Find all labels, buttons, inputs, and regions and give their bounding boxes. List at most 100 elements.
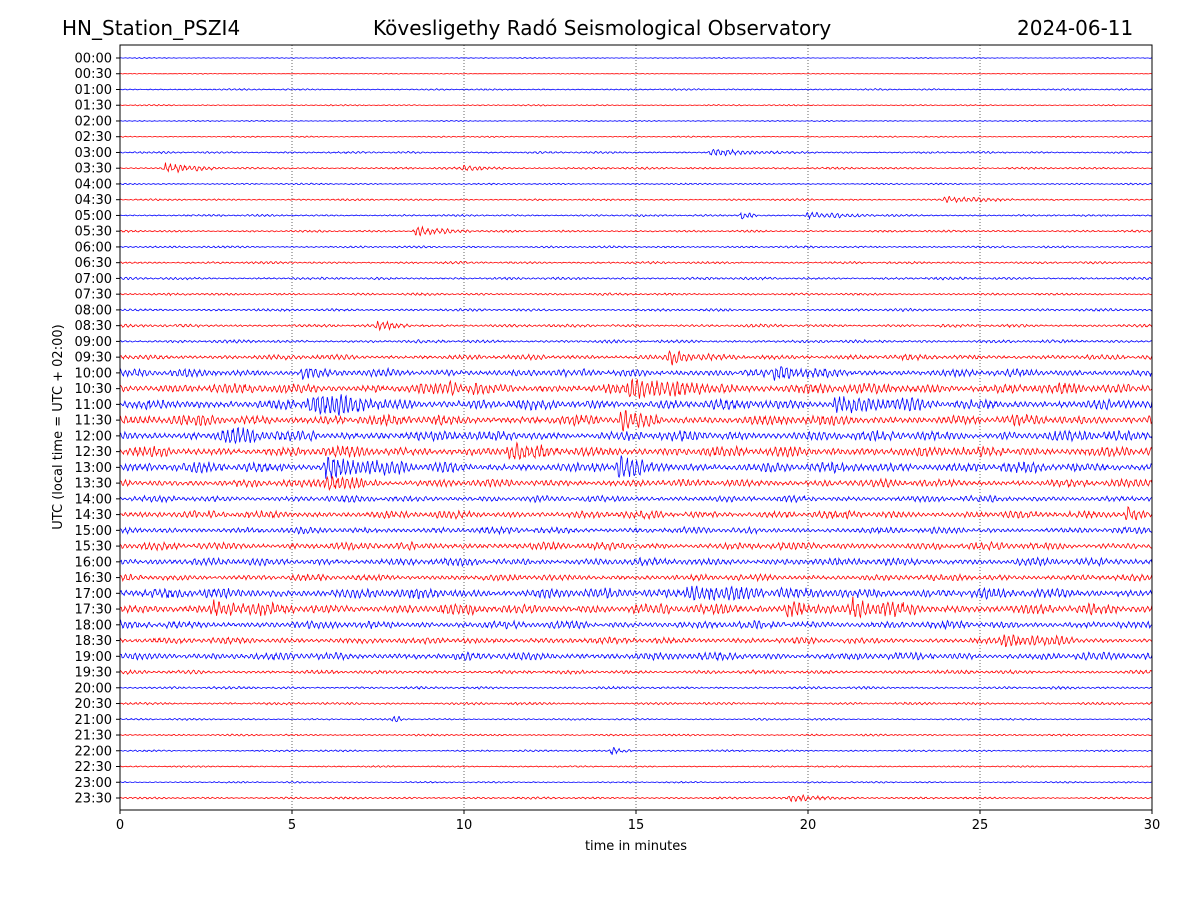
trace-2000 — [119, 685, 1152, 691]
x-tick-label: 25 — [972, 818, 989, 833]
trace-1900 — [119, 651, 1153, 662]
trace-1000 — [119, 366, 1153, 381]
y-tick-label: 01:00 — [75, 83, 112, 98]
y-tick-label: 08:00 — [75, 303, 112, 318]
y-tick-label: 12:00 — [75, 429, 112, 444]
plot-frame — [119, 44, 1153, 811]
trace-1430 — [119, 506, 1153, 521]
y-tick-label: 04:00 — [75, 177, 112, 192]
y-tick-label: 14:30 — [75, 508, 112, 523]
y-tick-label: 20:00 — [75, 681, 112, 696]
x-tick-label: 10 — [456, 818, 473, 833]
y-tick-label: 13:30 — [75, 477, 112, 492]
y-tick-label: 05:30 — [75, 225, 112, 240]
trace-1630 — [119, 572, 1153, 583]
trace-0030 — [120, 72, 1152, 75]
trace-1130 — [119, 410, 1153, 432]
trace-1600 — [119, 556, 1153, 568]
y-tick-label: 15:30 — [75, 540, 112, 555]
trace-0700 — [119, 276, 1152, 281]
trace-2200 — [120, 747, 1152, 755]
trace-0330 — [120, 162, 1153, 174]
y-tick-label: 18:00 — [75, 618, 112, 633]
trace-0000 — [119, 57, 1152, 59]
y-tick-label: 01:30 — [75, 99, 112, 114]
y-tick-label: 12:30 — [75, 445, 112, 460]
trace-1230 — [119, 441, 1153, 461]
y-tick-label: 19:00 — [75, 650, 112, 665]
y-tick-label: 04:30 — [75, 193, 112, 208]
y-tick-label: 22:30 — [75, 760, 112, 775]
trace-1830 — [119, 634, 1153, 648]
y-tick-label: 17:00 — [75, 587, 112, 602]
trace-1200 — [119, 426, 1153, 445]
y-tick-label: 00:00 — [75, 52, 112, 67]
trace-2330 — [119, 793, 1153, 803]
trace-0430 — [119, 195, 1153, 204]
trace-0730 — [119, 292, 1152, 297]
y-tick-label: 03:30 — [75, 162, 112, 177]
trace-1300 — [119, 455, 1153, 479]
y-tick-label: 23:30 — [75, 792, 112, 807]
y-tick-label: 17:30 — [75, 603, 112, 618]
date-title: 2024-06-11 — [1017, 16, 1134, 40]
trace-0500 — [120, 211, 1152, 220]
y-tick-label: 07:30 — [75, 288, 112, 303]
y-tick-label: 19:30 — [75, 666, 112, 681]
y-tick-label: 08:30 — [75, 319, 112, 334]
trace-0530 — [119, 225, 1152, 237]
trace-1730 — [119, 596, 1153, 619]
trace-0830 — [119, 320, 1153, 332]
y-tick-label: 06:30 — [75, 256, 112, 271]
y-tick-label: 02:30 — [75, 130, 112, 145]
y-tick-label: 13:00 — [75, 461, 112, 476]
station-title: HN_Station_PSZI4 — [62, 16, 241, 40]
trace-0100 — [120, 88, 1152, 91]
y-tick-label: 22:00 — [75, 744, 112, 759]
x-tick-label: 30 — [1144, 818, 1161, 833]
trace-1700 — [119, 585, 1153, 602]
trace-1400 — [119, 494, 1153, 504]
trace-1030 — [119, 378, 1153, 399]
y-tick-label: 02:00 — [75, 114, 112, 129]
y-tick-label: 09:30 — [75, 351, 112, 366]
trace-0930 — [119, 350, 1153, 366]
y-tick-label: 21:30 — [75, 729, 112, 744]
y-tick-label: 10:00 — [75, 366, 112, 381]
y-tick-label: 07:00 — [75, 272, 112, 287]
y-tick-label: 03:00 — [75, 146, 112, 161]
trace-1500 — [119, 525, 1153, 536]
trace-2030 — [119, 701, 1153, 706]
y-tick-label: 18:30 — [75, 634, 112, 649]
x-tick-label: 5 — [288, 818, 296, 833]
x-axis-label: time in minutes — [585, 839, 687, 854]
y-tick-label: 06:00 — [75, 240, 112, 255]
y-axis-label: UTC (local time = UTC + 02:00) — [51, 324, 66, 529]
trace-0230 — [119, 135, 1152, 138]
trace-0630 — [119, 260, 1152, 265]
y-tick-label: 05:00 — [75, 209, 112, 224]
trace-0900 — [119, 338, 1152, 344]
trace-2130 — [119, 733, 1152, 737]
trace-2300 — [120, 780, 1152, 784]
trace-1330 — [119, 475, 1153, 492]
trace-2100 — [120, 715, 1152, 723]
trace-0400 — [119, 182, 1152, 186]
trace-1930 — [119, 668, 1153, 676]
x-tick-label: 15 — [628, 818, 645, 833]
y-tick-label: 21:00 — [75, 713, 112, 728]
chart-title: Kövesligethy Radó Seismological Observat… — [373, 16, 832, 40]
trace-0200 — [119, 119, 1152, 122]
y-tick-label: 14:00 — [75, 492, 112, 507]
y-tick-label: 09:00 — [75, 335, 112, 350]
y-tick-label: 15:00 — [75, 524, 112, 539]
trace-0300 — [119, 148, 1152, 157]
trace-0600 — [119, 245, 1152, 249]
trace-1100 — [119, 394, 1153, 416]
y-tick-label: 16:00 — [75, 555, 112, 570]
x-tick-label: 20 — [800, 818, 817, 833]
x-tick-label: 0 — [116, 818, 124, 833]
trace-1530 — [119, 540, 1152, 552]
